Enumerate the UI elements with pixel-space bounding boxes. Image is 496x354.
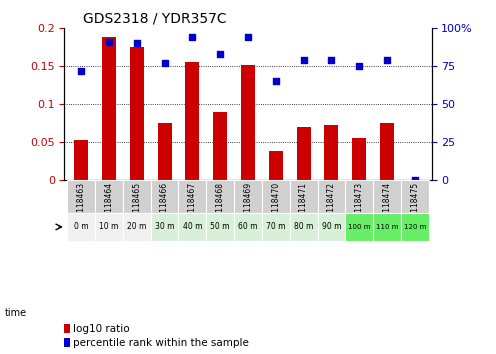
- FancyBboxPatch shape: [317, 213, 345, 241]
- Point: [411, 177, 419, 183]
- Text: GSM118471: GSM118471: [299, 182, 308, 228]
- Bar: [213, 112, 227, 180]
- Text: log10 ratio: log10 ratio: [73, 324, 130, 333]
- FancyBboxPatch shape: [290, 180, 317, 213]
- FancyBboxPatch shape: [123, 213, 151, 241]
- Point: [77, 68, 85, 74]
- FancyBboxPatch shape: [373, 213, 401, 241]
- Bar: [102, 38, 116, 180]
- Text: GSM118474: GSM118474: [382, 182, 391, 228]
- Text: GSM118463: GSM118463: [77, 182, 86, 228]
- FancyBboxPatch shape: [262, 213, 290, 241]
- Bar: [269, 151, 283, 180]
- FancyBboxPatch shape: [179, 180, 206, 213]
- FancyBboxPatch shape: [151, 180, 179, 213]
- Text: 30 m: 30 m: [155, 222, 174, 232]
- Point: [272, 79, 280, 84]
- Point: [355, 63, 363, 69]
- Text: GSM118467: GSM118467: [188, 182, 197, 228]
- Bar: [241, 65, 255, 180]
- FancyBboxPatch shape: [317, 180, 345, 213]
- Text: GDS2318 / YDR357C: GDS2318 / YDR357C: [83, 12, 227, 26]
- FancyBboxPatch shape: [67, 180, 95, 213]
- Point: [188, 35, 196, 40]
- Text: 10 m: 10 m: [99, 222, 119, 232]
- Text: 0 m: 0 m: [74, 222, 88, 232]
- Bar: [130, 47, 144, 180]
- Bar: [186, 62, 199, 180]
- FancyBboxPatch shape: [262, 180, 290, 213]
- Point: [216, 51, 224, 57]
- Text: 60 m: 60 m: [238, 222, 258, 232]
- Bar: [324, 125, 338, 180]
- Point: [105, 39, 113, 45]
- Text: GSM118464: GSM118464: [105, 182, 114, 228]
- Text: 20 m: 20 m: [127, 222, 146, 232]
- Text: 100 m: 100 m: [348, 224, 371, 230]
- Text: GSM118465: GSM118465: [132, 182, 141, 228]
- FancyBboxPatch shape: [373, 180, 401, 213]
- Text: GSM118475: GSM118475: [410, 182, 419, 228]
- Text: 90 m: 90 m: [322, 222, 341, 232]
- Bar: [74, 140, 88, 180]
- FancyBboxPatch shape: [179, 213, 206, 241]
- Text: GSM118466: GSM118466: [160, 182, 169, 228]
- FancyBboxPatch shape: [401, 180, 429, 213]
- FancyBboxPatch shape: [95, 180, 123, 213]
- Bar: [297, 127, 310, 180]
- Text: 120 m: 120 m: [404, 224, 426, 230]
- FancyBboxPatch shape: [123, 180, 151, 213]
- Text: percentile rank within the sample: percentile rank within the sample: [73, 338, 249, 348]
- Point: [244, 35, 252, 40]
- FancyBboxPatch shape: [234, 213, 262, 241]
- FancyBboxPatch shape: [290, 213, 317, 241]
- Bar: [380, 123, 394, 180]
- Text: GSM118468: GSM118468: [216, 182, 225, 228]
- Text: 80 m: 80 m: [294, 222, 313, 232]
- Point: [383, 57, 391, 63]
- Bar: [158, 123, 172, 180]
- FancyBboxPatch shape: [206, 213, 234, 241]
- Point: [327, 57, 335, 63]
- Text: time: time: [5, 308, 27, 318]
- Bar: [352, 138, 366, 180]
- FancyBboxPatch shape: [345, 213, 373, 241]
- Text: GSM118470: GSM118470: [271, 182, 280, 228]
- Text: GSM118472: GSM118472: [327, 182, 336, 228]
- FancyBboxPatch shape: [206, 180, 234, 213]
- FancyBboxPatch shape: [401, 213, 429, 241]
- Text: GSM118473: GSM118473: [355, 182, 364, 228]
- Text: 40 m: 40 m: [183, 222, 202, 232]
- Text: 50 m: 50 m: [210, 222, 230, 232]
- Point: [161, 61, 169, 66]
- FancyBboxPatch shape: [234, 180, 262, 213]
- Text: 110 m: 110 m: [376, 224, 398, 230]
- FancyBboxPatch shape: [345, 180, 373, 213]
- Text: GSM118469: GSM118469: [244, 182, 252, 228]
- Text: 70 m: 70 m: [266, 222, 286, 232]
- FancyBboxPatch shape: [95, 213, 123, 241]
- FancyBboxPatch shape: [151, 213, 179, 241]
- Point: [133, 41, 141, 46]
- Point: [300, 57, 308, 63]
- FancyBboxPatch shape: [67, 213, 95, 241]
